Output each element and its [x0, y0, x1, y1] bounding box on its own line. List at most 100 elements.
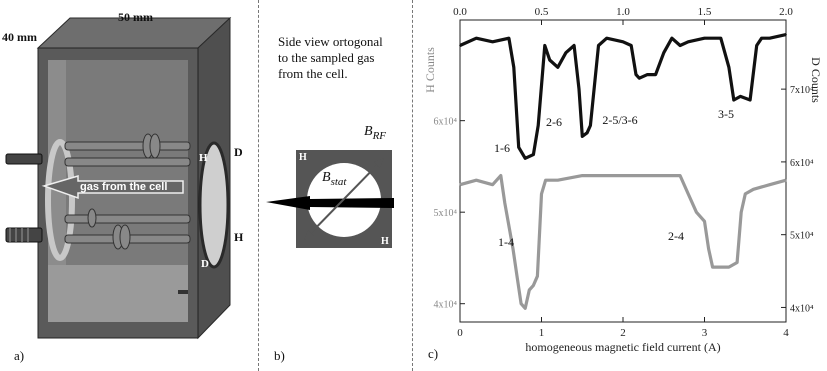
series-d-point	[581, 135, 584, 138]
series-d-point	[537, 124, 539, 127]
series-d-point	[548, 59, 551, 61]
bottom-tick-label: 4	[783, 327, 789, 339]
top-tick-label: 1.5	[698, 6, 712, 18]
transition-label: 2-4	[668, 229, 684, 243]
left-tick-label: 6x10⁴	[434, 117, 458, 128]
corner-h-top: H	[299, 152, 307, 163]
panel-b-label: b)	[274, 348, 285, 363]
series-h-point	[740, 211, 742, 213]
panel-b: Side view ortogonal to the sampled gas f…	[260, 0, 410, 371]
series-d-point	[663, 51, 665, 54]
panel-c-label: c)	[428, 346, 439, 361]
series-d-point	[578, 88, 580, 90]
series-h-point	[663, 174, 665, 177]
series-h-point	[557, 179, 559, 181]
top-tick-label: 2.0	[779, 6, 793, 18]
b-stat-sub: stat	[330, 175, 347, 188]
mark-d-top: D	[234, 145, 243, 159]
panel-b-caption-1: Side view ortogonal	[278, 34, 383, 49]
series-d-point	[703, 37, 706, 39]
series-d-point	[728, 66, 730, 69]
bottom-tick-label: 1	[539, 327, 545, 339]
plot-frame	[459, 19, 787, 323]
series-h-point	[752, 188, 755, 191]
series-d-point	[739, 95, 742, 98]
series-d-point	[630, 44, 632, 47]
series-h-point	[516, 275, 518, 278]
series-h-point	[679, 174, 681, 177]
series-h-point	[475, 179, 478, 181]
b-rf-sub: RF	[372, 129, 387, 142]
series-h-point	[695, 211, 698, 213]
series-d-point	[589, 124, 592, 127]
series-d-point	[532, 153, 535, 156]
top-tick-label: 0.0	[453, 6, 467, 18]
series-d-point	[760, 37, 763, 39]
bottom-tick-label: 2	[620, 327, 626, 339]
bottom-tick-label: 3	[702, 327, 708, 339]
series-h-point	[536, 275, 539, 278]
series-h-point	[785, 179, 787, 181]
series-h-point	[707, 248, 710, 250]
right-tick-label: 4x10⁴	[790, 303, 814, 314]
series-h-point	[459, 183, 461, 186]
series-h-point	[687, 193, 689, 195]
series-h-point	[736, 261, 738, 264]
series-d-counts-line	[459, 33, 787, 160]
series-d-point	[508, 37, 510, 39]
series-d-point	[524, 157, 526, 160]
series-h-point	[703, 220, 706, 223]
series-h-point	[524, 307, 526, 310]
box-slot	[178, 290, 188, 294]
series-h-point	[491, 183, 494, 186]
series-d-point	[544, 44, 546, 47]
left-tick-label: 5x10⁴	[434, 208, 458, 219]
corner-h-bottom: H	[381, 236, 389, 247]
series-d-point	[459, 44, 461, 47]
series-d-point	[635, 73, 637, 76]
box-floor	[48, 265, 188, 322]
series-h-point	[532, 284, 535, 287]
left-tick-label: 4x10⁴	[434, 300, 458, 311]
panel-a-label: a)	[14, 348, 25, 363]
gas-arrow	[41, 174, 184, 200]
series-h-point	[520, 302, 522, 305]
transition-label: 2-6	[546, 115, 562, 129]
left-axis-label: H Counts	[423, 47, 437, 93]
b-rf-base: B	[364, 124, 373, 139]
b-stat-label: Bstat	[322, 170, 346, 188]
panel-b-caption-2: to the sampled gas	[278, 50, 375, 65]
field-arrow-head-2	[304, 230, 314, 240]
series-d-point	[749, 99, 751, 101]
series-d-point	[517, 146, 520, 149]
side-view-drawing	[266, 150, 394, 248]
transition-label: 1-6	[494, 141, 510, 155]
series-d-point	[768, 37, 771, 39]
series-d-point	[720, 37, 722, 39]
chart: 0 1 2 3 4 0.0 0.5 1.0 1.5 2.0 homogeneous magnetic…	[423, 6, 823, 354]
top-tick-label: 0.5	[535, 6, 549, 18]
bottom-tick-label: 0	[457, 327, 463, 339]
panel-b-caption-3: from the cell.	[278, 66, 348, 81]
series-h-point	[728, 266, 730, 268]
b-stat-base: B	[322, 170, 331, 185]
gas-label: gas from the cell	[80, 181, 168, 193]
series-d-point	[573, 44, 575, 47]
series-h-point	[540, 193, 543, 195]
series-d-point	[785, 33, 787, 36]
connectors	[5, 153, 43, 243]
rods	[64, 133, 191, 250]
b-rf-label: BRF	[364, 124, 386, 142]
series-h-point	[528, 289, 531, 291]
side-port	[198, 141, 230, 269]
series-h-point	[581, 174, 584, 177]
series-d-point	[679, 44, 681, 47]
series-d-point	[755, 44, 758, 47]
series-h-point	[544, 179, 547, 181]
series-d-point	[733, 99, 735, 101]
series-d-point	[565, 51, 567, 54]
series-h-point	[512, 248, 514, 250]
series-h-point	[711, 266, 714, 268]
field-arrow	[303, 157, 385, 241]
mark-h-top: H	[199, 152, 208, 164]
